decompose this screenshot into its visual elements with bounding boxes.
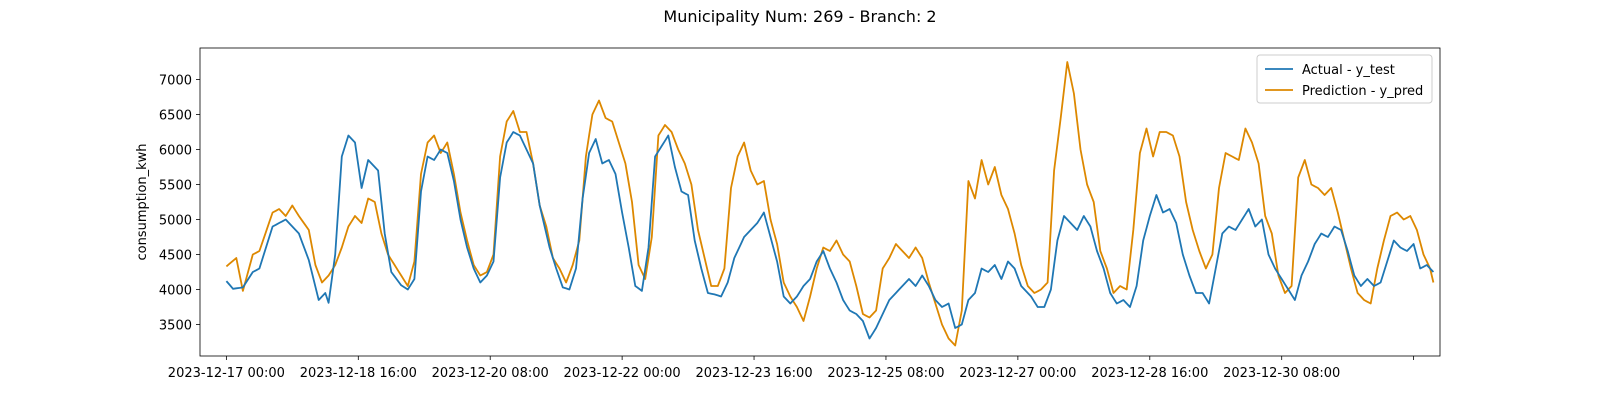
y-axis: 3500 4000 4500 5000 5500 6000 6500 7000 bbox=[159, 74, 200, 334]
x-tick-label: 2023-12-17 00:00 bbox=[168, 366, 285, 381]
plot-area bbox=[199, 47, 1441, 357]
chart-title: Municipality Num: 269 - Branch: 2 bbox=[663, 7, 936, 26]
y-tick-label: 4500 bbox=[159, 249, 192, 264]
x-tick-label: 2023-12-20 08:00 bbox=[432, 366, 549, 381]
y-tick-label: 7000 bbox=[159, 74, 192, 89]
series-line-1 bbox=[225, 61, 1435, 347]
x-tick-label: 2023-12-28 16:00 bbox=[1091, 366, 1208, 381]
x-axis: 2023-12-17 00:00 2023-12-18 16:00 2023-12-… bbox=[168, 356, 1415, 381]
legend-label-0: Actual - y_test bbox=[1302, 63, 1395, 78]
y-tick-label: 5500 bbox=[159, 179, 192, 194]
x-tick-label: 2023-12-30 08:00 bbox=[1223, 366, 1340, 381]
y-tick-label: 3500 bbox=[159, 319, 192, 334]
series-layer bbox=[225, 61, 1435, 347]
y-tick-label: 6000 bbox=[159, 144, 192, 159]
y-tick-label: 6500 bbox=[159, 109, 192, 124]
legend: Actual - y_test Prediction - y_pred bbox=[1256, 54, 1433, 104]
x-tick-label: 2023-12-25 08:00 bbox=[827, 366, 944, 381]
legend-label-1: Prediction - y_pred bbox=[1302, 84, 1423, 99]
y-tick-label: 5000 bbox=[159, 214, 192, 229]
x-tick-label: 2023-12-22 00:00 bbox=[564, 366, 681, 381]
x-tick-label: 2023-12-23 16:00 bbox=[695, 366, 812, 381]
y-axis-label: consumption_kwh bbox=[135, 143, 150, 260]
series-line-0 bbox=[225, 131, 1435, 340]
legend-box bbox=[1256, 54, 1433, 104]
x-tick-label: 2023-12-27 00:00 bbox=[959, 366, 1076, 381]
x-tick-label: 2023-12-18 16:00 bbox=[300, 366, 417, 381]
y-tick-label: 4000 bbox=[159, 284, 192, 299]
